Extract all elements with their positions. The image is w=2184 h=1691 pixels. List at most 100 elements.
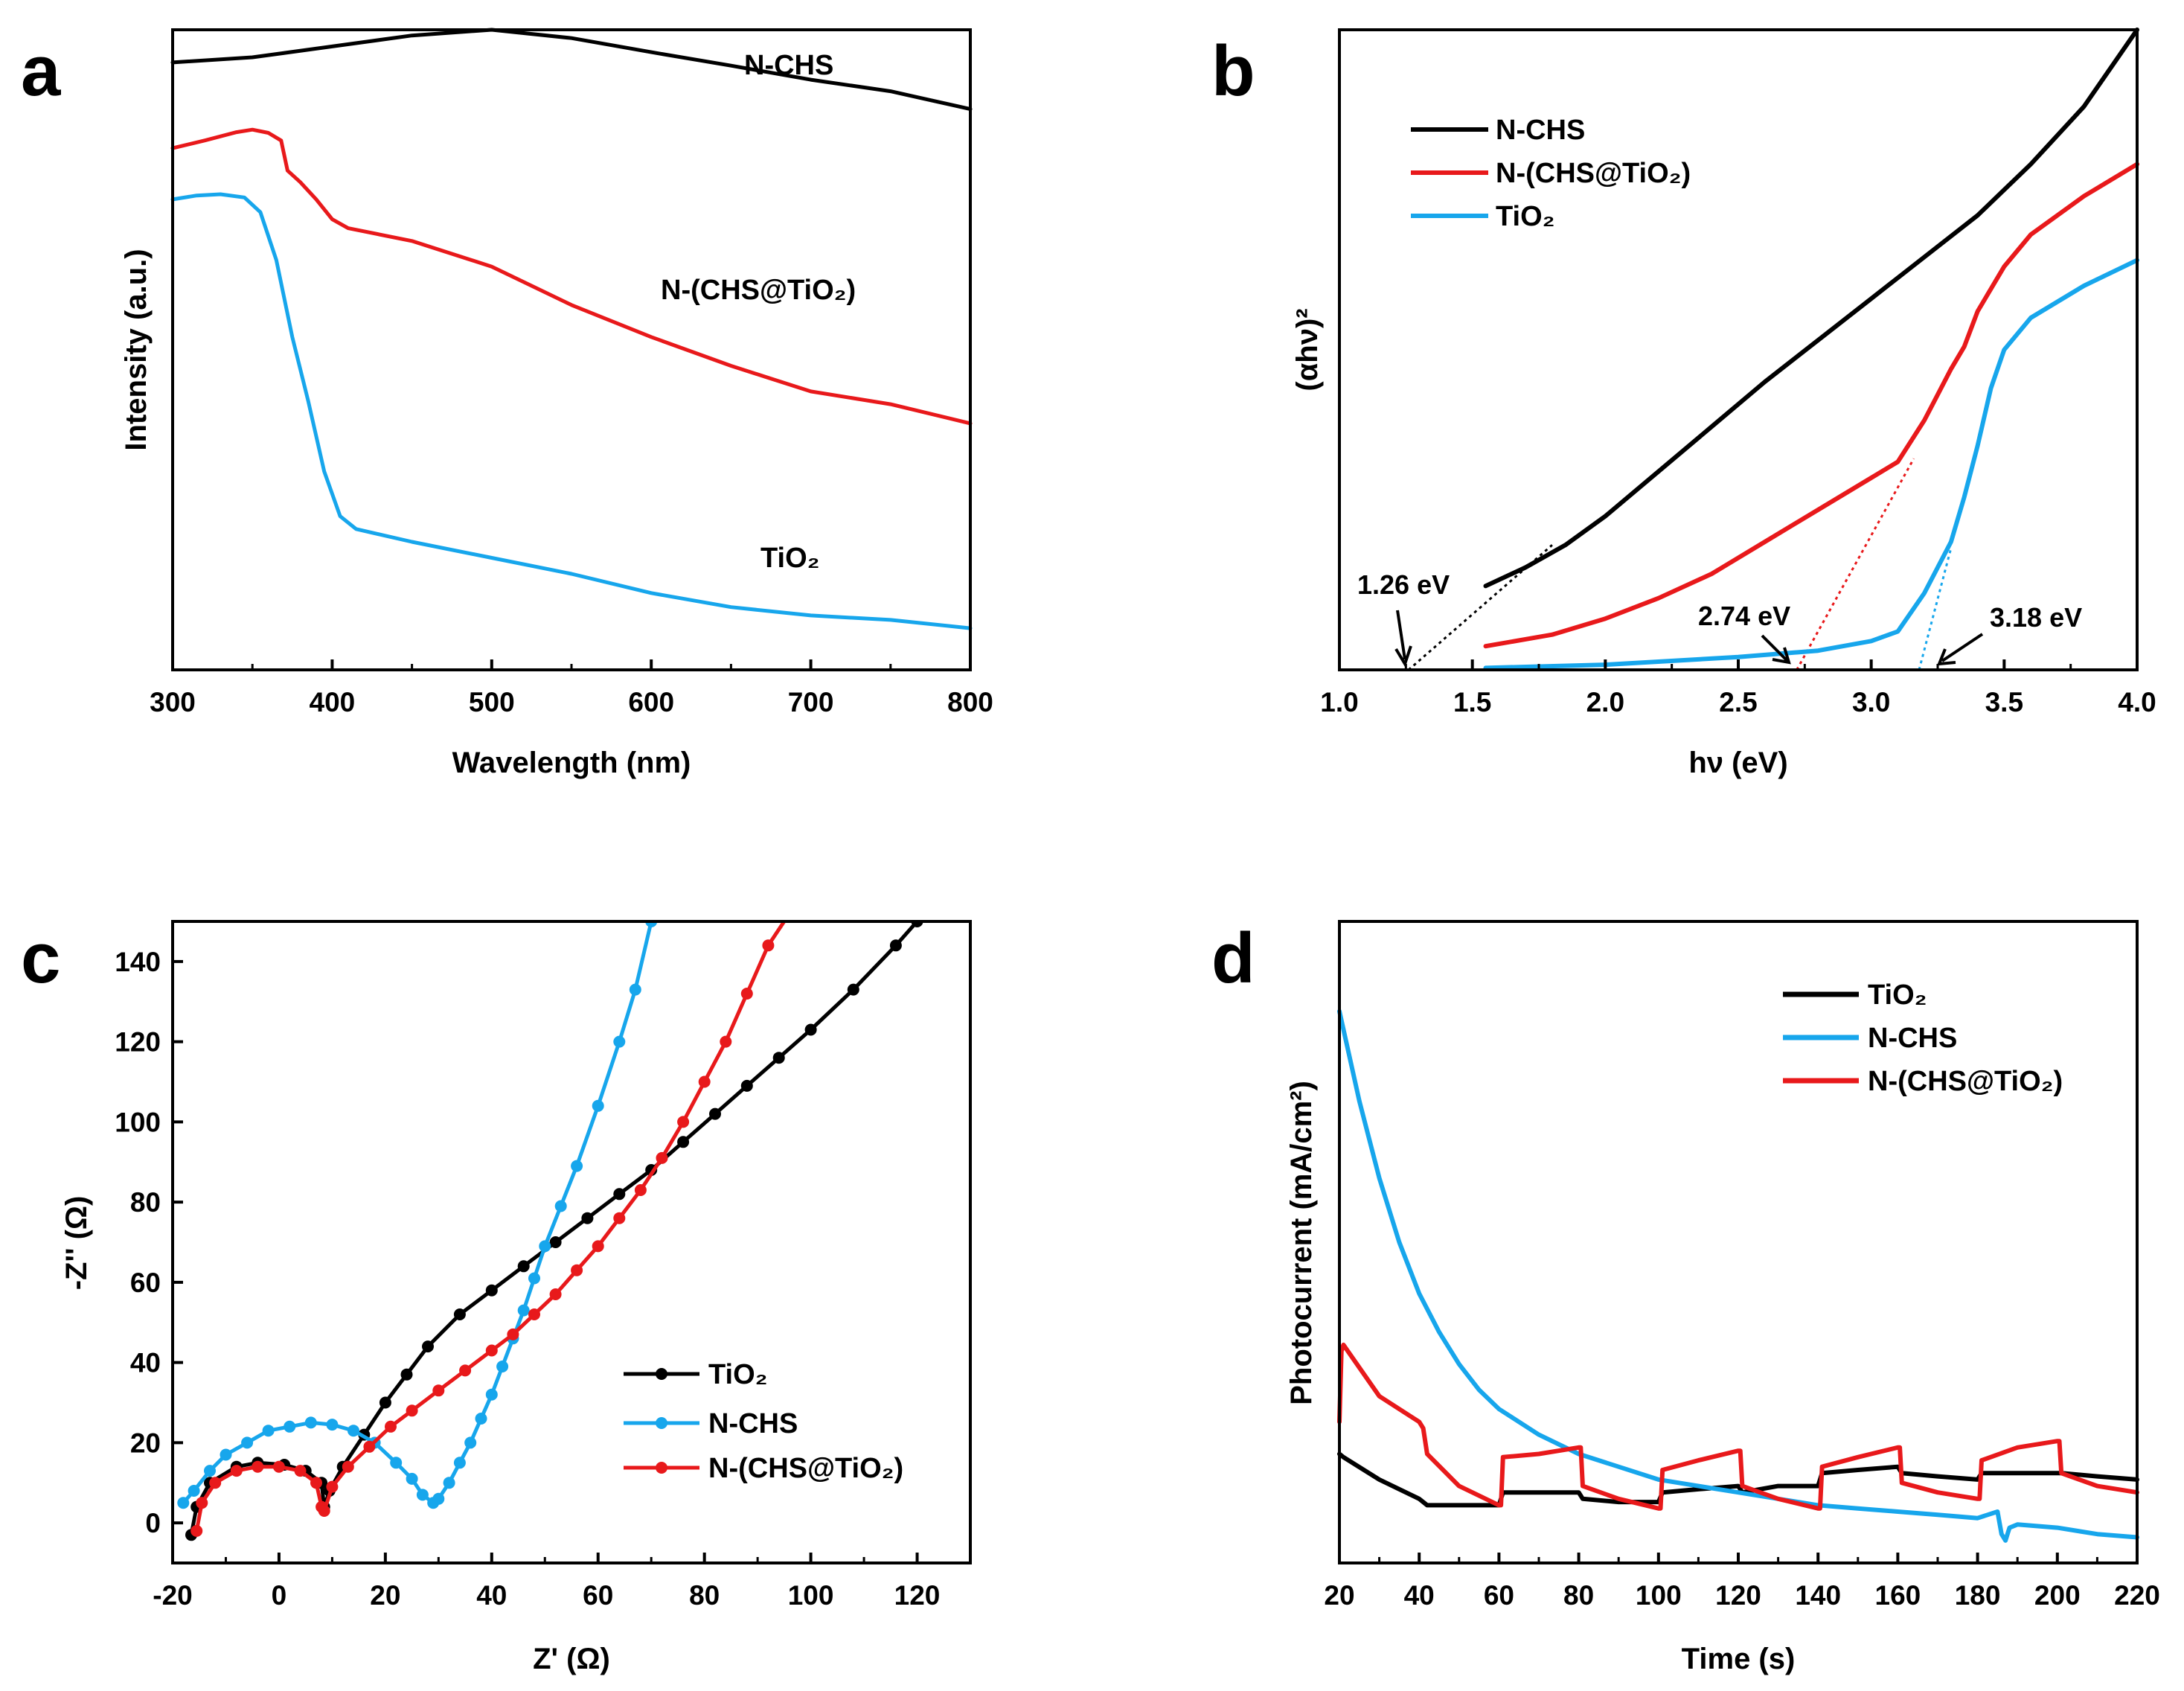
- panel-d-xtick-label-6: 140: [1795, 1580, 1841, 1611]
- panel-b-frame: [1338, 28, 2139, 671]
- panel-c-point-0-28: [889, 939, 902, 952]
- panel-b-xtick-label-2: 2.0: [1586, 687, 1624, 717]
- panel-c-point-2-28: [720, 1035, 732, 1048]
- panel-c-point-2-15: [432, 1384, 445, 1397]
- panel-c-ticks: -20 0 20 40 60 80 100 120 0 20 40 60 80 100 120 140: [115, 947, 940, 1611]
- panel-d-ticks: 20 40 60 80 100 120 140 160 180 200 220: [1324, 1553, 2160, 1611]
- panel-c-point-2-6: [294, 1465, 307, 1477]
- panel-b-xtick-label-0: 1.0: [1320, 687, 1358, 717]
- panel-d-xtick-label-4: 100: [1636, 1580, 1682, 1611]
- panel-d-series-0: [1337, 1451, 2139, 1508]
- panel-d-legend: TiO₂ N-CHS N-(CHS@TiO₂): [1783, 979, 2063, 1097]
- panel-b-series-2: [1483, 258, 2139, 671]
- panel-a-series: [170, 28, 973, 630]
- panel-c-xlabel: Z' (Ω): [533, 1643, 610, 1675]
- panel-c-legend-marker-nchs: [656, 1417, 667, 1429]
- panel-b-legend-nchs: N-CHS: [1496, 115, 1585, 146]
- panel-a-xtick-label-5: 800: [947, 687, 993, 717]
- panel-c-ytick-label-6: 120: [115, 1027, 161, 1058]
- panel-a-label-nchstio2: N-(CHS@TiO₂): [661, 275, 856, 306]
- panel-c-point-1-7: [304, 1416, 317, 1429]
- panel-b-xtick-label-5: 3.5: [1985, 687, 2023, 717]
- panel-c-series-0: [189, 921, 919, 1535]
- panel-d-xtick-label-7: 160: [1875, 1580, 1921, 1611]
- panel-b-xlabel: hν (eV): [1688, 747, 1787, 779]
- panel-c-point-1-17: [453, 1457, 466, 1469]
- panel-c-point-2-31: [784, 907, 795, 919]
- panel-c-legend-marker-tio2: [656, 1368, 667, 1380]
- panel-c-xtick-label-3: 40: [476, 1580, 507, 1611]
- panel-c-point-1-0: [177, 1497, 190, 1509]
- panel-letter-c: c: [21, 918, 60, 998]
- panel-c-point-2-0: [190, 1524, 203, 1537]
- panel-b-arrow-126: [1394, 610, 1412, 668]
- panel-c-ytick-label-4: 80: [130, 1187, 161, 1218]
- panel-c-point-1-23: [517, 1304, 530, 1317]
- panel-c-xtick-label-5: 80: [689, 1580, 720, 1611]
- panel-d-xlabel: Time (s): [1682, 1643, 1796, 1675]
- panel-b-ticks: 1.0 1.5 2.0 2.5 3.0 3.5 4.0: [1320, 659, 2156, 717]
- panel-c-point-1-20: [485, 1388, 498, 1401]
- panel-letter-b: b: [1211, 31, 1255, 111]
- panel-c-point-2-4: [252, 1460, 264, 1473]
- panel-d-xtick-label-2: 60: [1484, 1580, 1514, 1611]
- panel-c-chart: -20 0 20 40 60 80 100 120 0 20 40 60 80 100 120 140 TiO…: [60, 907, 972, 1675]
- panel-a-ticks: 300 400 500 600 700 800: [150, 659, 993, 717]
- panel-c-point-2-14: [406, 1404, 418, 1417]
- panel-c-point-0-12: [379, 1396, 391, 1409]
- panel-b-xtick-label-1: 1.5: [1453, 687, 1491, 717]
- panel-c-point-2-17: [485, 1344, 498, 1357]
- panel-c-legend: TiO₂ N-CHS N-(CHS@TiO₂): [624, 1359, 903, 1484]
- panel-c-point-2-27: [698, 1075, 711, 1088]
- panel-d-xtick-label-10: 220: [2114, 1580, 2160, 1611]
- panel-a-xtick-label-3: 600: [628, 687, 674, 717]
- panel-a-xtick-label-1: 400: [310, 687, 356, 717]
- panel-c-ytick-label-0: 0: [145, 1508, 161, 1538]
- panel-d-series-1: [1337, 1008, 2139, 1543]
- panel-c-point-0-23: [709, 1107, 721, 1120]
- panel-c-point-1-28: [592, 1099, 604, 1112]
- panel-b-annot-274: 2.74 eV: [1698, 601, 1790, 631]
- panel-a-label-tio2: TiO₂: [760, 543, 820, 574]
- panel-c-point-2-20: [549, 1288, 562, 1300]
- panel-a-label-nchs: N-CHS: [744, 50, 833, 81]
- panel-a-series-2: [170, 192, 973, 630]
- panel-c-xtick-label-4: 60: [583, 1580, 613, 1611]
- panel-c-series-2: [194, 921, 787, 1532]
- panel-a-series-0: [170, 28, 973, 112]
- panel-c-point-2-25: [656, 1151, 668, 1164]
- panel-d-xtick-label-3: 80: [1563, 1580, 1594, 1611]
- panel-d-frame: [1338, 920, 2139, 1564]
- panel-c-point-2-22: [592, 1240, 604, 1253]
- panel-d-xtick-label-9: 200: [2034, 1580, 2081, 1611]
- panel-c-point-2-5: [272, 1460, 285, 1473]
- panel-c-point-1-5: [262, 1425, 275, 1437]
- panel-letter-d: d: [1211, 918, 1255, 998]
- panel-a-chart: 300 400 500 600 700 800 N-CHS N-(CHS@TiO₂) Ti…: [120, 28, 993, 779]
- panel-c-point-2-11: [342, 1460, 354, 1473]
- panel-c-point-2-13: [385, 1420, 397, 1433]
- panel-c-legend-marker-nchstio2: [656, 1462, 667, 1474]
- panel-c-point-0-26: [804, 1023, 817, 1036]
- panel-c-point-2-3: [230, 1465, 243, 1477]
- panel-c-point-2-26: [677, 1116, 690, 1128]
- panel-c-point-2-2: [209, 1477, 222, 1489]
- panel-c-point-1-11: [390, 1457, 403, 1469]
- panel-b-chart: 1.0 1.5 2.0 2.5 3.0 3.5 4.0 N-CHS N-(CHS@TiO₂)…: [1291, 28, 2156, 779]
- panel-c-point-1-24: [528, 1272, 540, 1285]
- panel-c-xtick-label-1: 0: [272, 1580, 287, 1611]
- panel-b-ylabel: (αhν)²: [1291, 308, 1324, 391]
- panel-d-xtick-label-1: 40: [1404, 1580, 1435, 1611]
- panel-c-point-1-29: [613, 1035, 626, 1048]
- panel-c-ytick-label-7: 140: [115, 947, 161, 977]
- panel-c-point-0-14: [422, 1340, 434, 1353]
- panel-c-point-2-30: [762, 939, 775, 952]
- panel-c-frame: [171, 920, 972, 1564]
- panel-b-legend-nchstio2: N-(CHS@TiO₂): [1496, 158, 1691, 189]
- panel-a-xtick-label-2: 500: [469, 687, 515, 717]
- panel-c-xtick-label-2: 20: [370, 1580, 400, 1611]
- panel-c-point-1-27: [571, 1160, 583, 1172]
- panel-b-annot-126: 1.26 eV: [1357, 569, 1450, 600]
- panel-c-point-1-16: [443, 1477, 455, 1489]
- panel-c-point-1-8: [326, 1419, 339, 1431]
